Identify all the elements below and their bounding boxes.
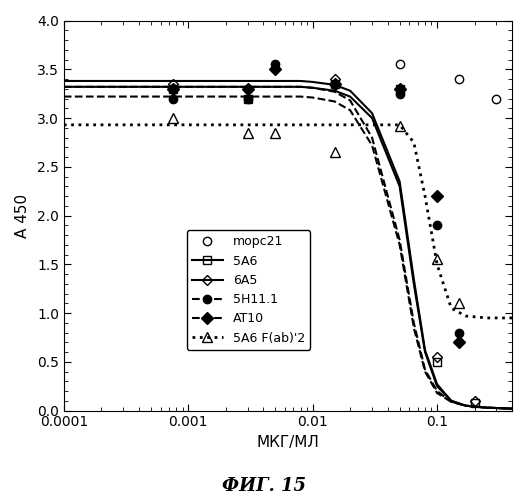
Y-axis label: А 450: А 450 (15, 194, 30, 238)
X-axis label: МКГ/МЛ: МКГ/МЛ (257, 435, 319, 450)
Legend: mopc21, 5A6, 6A5, 5H11.1, AT10, 5A6 F(ab)'2: mopc21, 5A6, 6A5, 5H11.1, AT10, 5A6 F(ab… (187, 230, 310, 350)
Text: ФИГ. 15: ФИГ. 15 (221, 477, 306, 495)
